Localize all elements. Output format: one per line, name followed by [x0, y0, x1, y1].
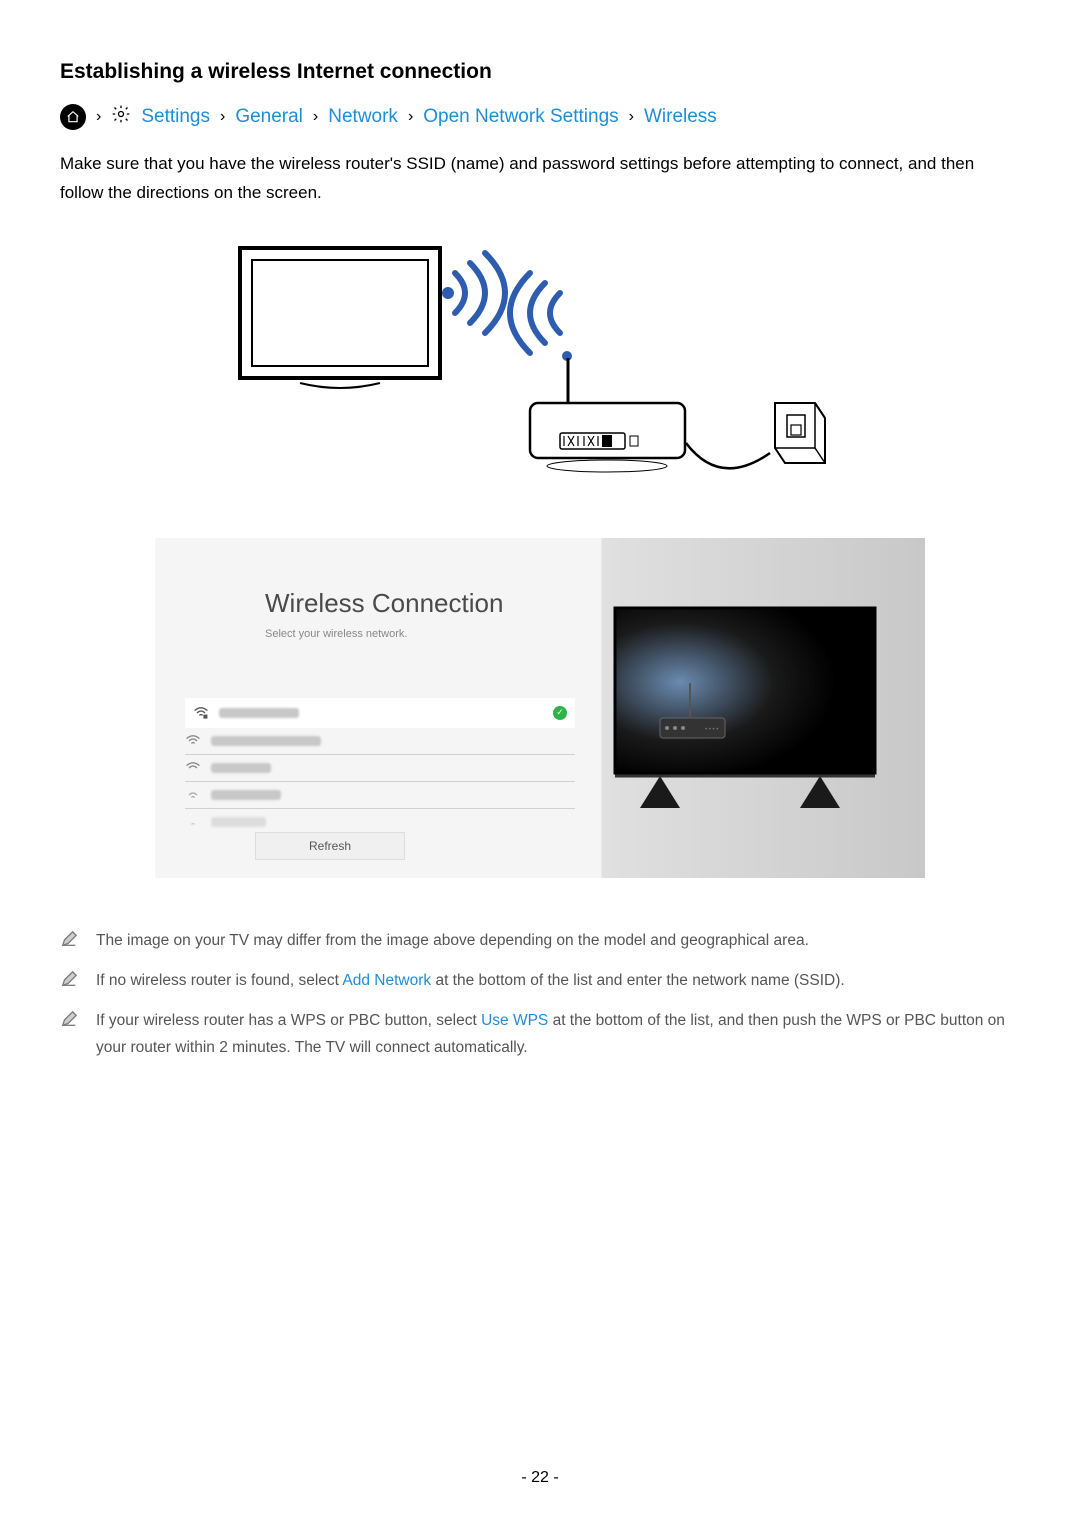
- wifi-icon: [185, 734, 201, 748]
- network-item[interactable]: [185, 728, 575, 755]
- note-item: If no wireless router is found, select A…: [60, 968, 1020, 994]
- note-text: If your wireless router has a WPS or PBC…: [96, 1008, 1020, 1061]
- chevron-icon: ›: [96, 108, 101, 126]
- panel-title: Wireless Connection: [265, 588, 503, 619]
- network-name-blurred: [211, 817, 266, 827]
- chevron-icon: ›: [629, 108, 634, 126]
- chevron-icon: ›: [313, 108, 318, 126]
- breadcrumb-link-wireless[interactable]: Wireless: [644, 106, 717, 128]
- breadcrumb-link-general[interactable]: General: [235, 106, 303, 128]
- network-name-blurred: [211, 736, 321, 746]
- wifi-icon: [185, 815, 201, 829]
- svg-text:• • • •: • • • •: [705, 727, 718, 733]
- pencil-icon: [60, 970, 78, 988]
- wifi-icon: [185, 788, 201, 802]
- home-icon: [60, 104, 86, 130]
- network-item[interactable]: [185, 755, 575, 782]
- add-network-link: Add Network: [342, 972, 431, 989]
- tv-preview-illustration: • • • •: [605, 598, 895, 838]
- use-wps-link: Use WPS: [481, 1012, 548, 1029]
- note-item: The image on your TV may differ from the…: [60, 928, 1020, 954]
- refresh-button[interactable]: Refresh: [255, 832, 405, 860]
- breadcrumb-link-settings[interactable]: Settings: [141, 106, 210, 128]
- breadcrumb-link-network[interactable]: Network: [328, 106, 398, 128]
- note-text: If no wireless router is found, select A…: [96, 968, 845, 994]
- note-text: The image on your TV may differ from the…: [96, 928, 809, 954]
- pencil-icon: [60, 1010, 78, 1028]
- network-item-selected[interactable]: ✓: [185, 698, 575, 728]
- intro-text: Make sure that you have the wireless rou…: [60, 150, 1020, 208]
- panel-subtitle: Select your wireless network.: [265, 628, 407, 640]
- network-name-blurred: [219, 708, 299, 718]
- chevron-icon: ›: [408, 108, 413, 126]
- notes-section: The image on your TV may differ from the…: [60, 928, 1020, 1061]
- breadcrumb-nav: › Settings › General › Network › Open Ne…: [60, 104, 1020, 130]
- network-item[interactable]: [185, 782, 575, 809]
- pencil-icon: [60, 930, 78, 948]
- connection-diagram: [60, 238, 1020, 498]
- page-number: - 22 -: [521, 1469, 558, 1487]
- wireless-connection-screenshot: Wireless Connection Select your wireless…: [155, 538, 925, 878]
- wifi-icon: [185, 761, 201, 775]
- network-list: ✓: [185, 698, 575, 835]
- gear-icon: [111, 104, 131, 130]
- chevron-icon: ›: [220, 108, 225, 126]
- breadcrumb-link-open-network-settings[interactable]: Open Network Settings: [423, 106, 618, 128]
- section-heading: Establishing a wireless Internet connect…: [60, 60, 1020, 84]
- note-item: If your wireless router has a WPS or PBC…: [60, 1008, 1020, 1061]
- check-icon: ✓: [553, 706, 567, 720]
- network-name-blurred: [211, 790, 281, 800]
- network-name-blurred: [211, 763, 271, 773]
- wifi-lock-icon: [193, 706, 209, 720]
